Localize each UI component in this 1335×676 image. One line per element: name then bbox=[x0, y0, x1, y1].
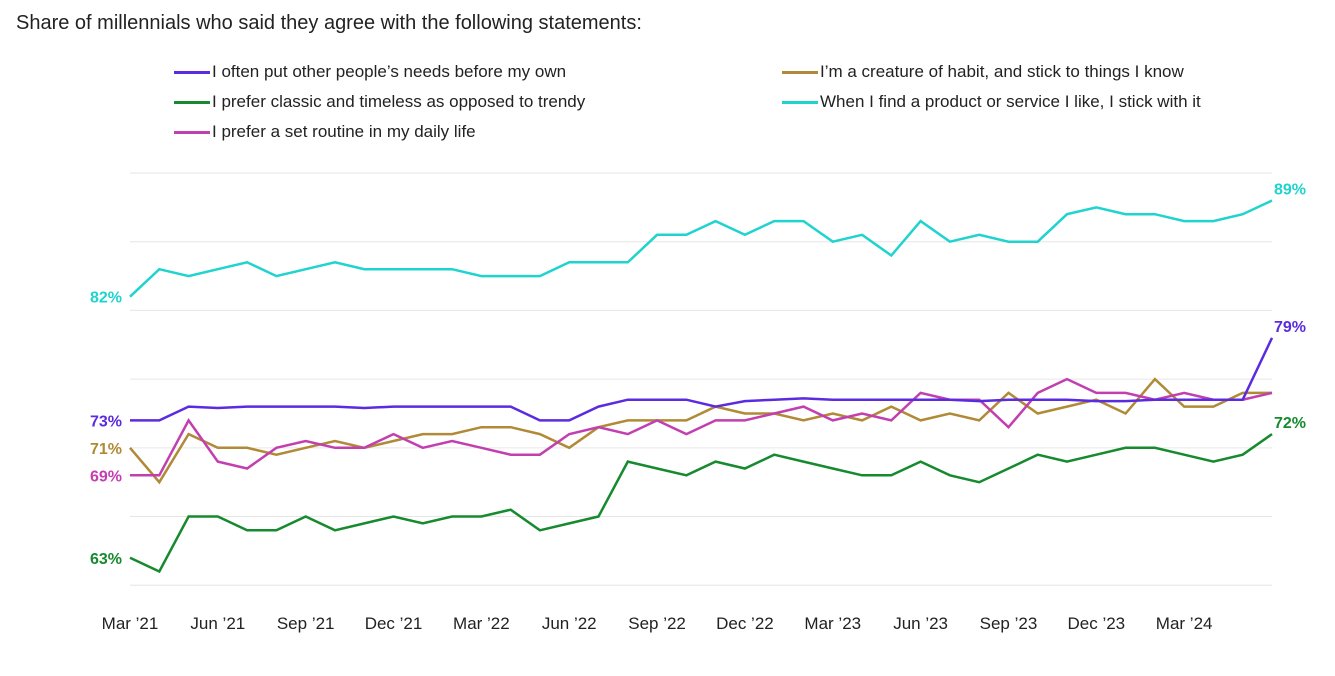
legend-swatch bbox=[174, 70, 210, 74]
data-label-start: 73% bbox=[90, 413, 122, 430]
x-tick-label: Sep ’23 bbox=[980, 614, 1038, 633]
x-tick-label: Dec ’21 bbox=[365, 614, 423, 633]
data-label-end: 79% bbox=[1274, 319, 1306, 336]
legend-swatch bbox=[782, 100, 818, 104]
x-tick-label: Dec ’22 bbox=[716, 614, 774, 633]
legend-swatch bbox=[782, 70, 818, 74]
x-tick-label: Mar ’22 bbox=[453, 614, 510, 633]
legend-item-product: When I find a product or service I like,… bbox=[782, 92, 1201, 112]
series-line bbox=[130, 337, 1274, 422]
x-tick-label: Mar ’24 bbox=[1156, 614, 1213, 633]
legend-item-classic: I prefer classic and timeless as opposed… bbox=[174, 92, 585, 112]
x-tick-label: Jun ’21 bbox=[190, 614, 245, 633]
legend-item-routine: I prefer a set routine in my daily life bbox=[174, 122, 476, 142]
x-tick-label: Sep ’21 bbox=[277, 614, 335, 633]
series-line bbox=[129, 377, 1272, 485]
series-line bbox=[129, 433, 1273, 574]
data-label-start: 82% bbox=[90, 290, 122, 307]
chart-title: Share of millennials who said they agree… bbox=[16, 12, 642, 34]
x-tick-label: Jun ’22 bbox=[542, 614, 597, 633]
x-tick-label: Sep ’22 bbox=[628, 614, 686, 633]
legend-item-needs: I often put other people’s needs before … bbox=[174, 62, 566, 82]
data-label-end: 72% bbox=[1274, 415, 1306, 432]
data-label-start: 69% bbox=[90, 468, 122, 485]
x-tick-label: Mar ’23 bbox=[804, 614, 861, 633]
data-label-start: 71% bbox=[90, 441, 122, 458]
legend-label: When I find a product or service I like,… bbox=[820, 92, 1201, 111]
legend-swatch bbox=[174, 100, 210, 104]
legend-label: I’m a creature of habit, and stick to th… bbox=[820, 62, 1184, 81]
x-tick-label: Mar ’21 bbox=[102, 614, 159, 633]
legend-swatch bbox=[174, 130, 210, 134]
x-tick-label: Dec ’23 bbox=[1067, 614, 1125, 633]
series-line bbox=[130, 377, 1273, 477]
data-label-end: 89% bbox=[1274, 181, 1306, 198]
x-tick-label: Jun ’23 bbox=[893, 614, 948, 633]
data-label-start: 63% bbox=[90, 551, 122, 568]
legend-item-habit: I’m a creature of habit, and stick to th… bbox=[782, 62, 1184, 82]
legend-label: I prefer a set routine in my daily life bbox=[212, 122, 476, 141]
legend-label: I prefer classic and timeless as opposed… bbox=[212, 92, 586, 111]
series-line bbox=[129, 199, 1273, 298]
legend-label: I often put other people’s needs before … bbox=[212, 62, 567, 81]
